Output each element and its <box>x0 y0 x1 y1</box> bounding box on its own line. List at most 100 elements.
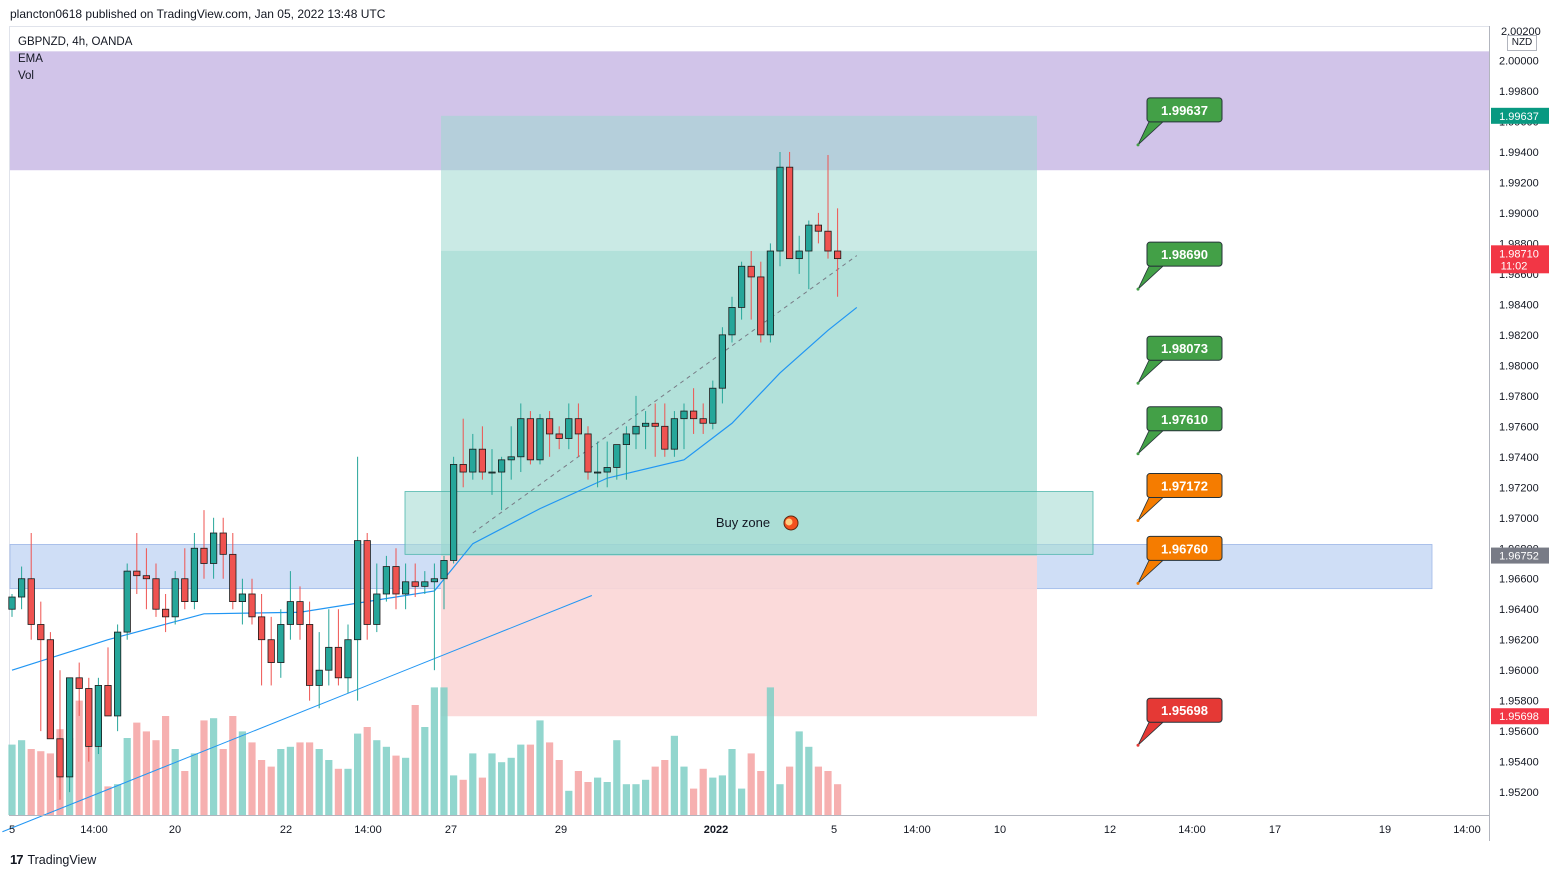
legend-vol[interactable]: Vol <box>18 70 34 82</box>
candle-body <box>8 596 16 610</box>
time-tick: 17 <box>1269 824 1281 836</box>
candle-body <box>315 669 323 686</box>
tradingview-logo-icon: 17 <box>10 852 24 867</box>
callout-box <box>1146 241 1223 267</box>
candle <box>334 609 343 686</box>
time-tick: 2022 <box>704 824 728 836</box>
callout-anchor <box>1136 743 1140 747</box>
volume-bar <box>267 766 275 815</box>
callout-text: 1.98073 <box>1161 341 1208 356</box>
price-label-text: 1.98710 <box>1499 248 1539 260</box>
volume-bar <box>190 753 198 815</box>
candle-body <box>56 738 64 778</box>
candle-body <box>334 646 343 679</box>
trendline-layer <box>2 255 858 833</box>
legend-symbol[interactable]: GBPNZD, 4h, OANDA <box>18 36 133 48</box>
candle <box>632 395 640 450</box>
sun-emoji-face <box>785 518 793 526</box>
candle-body <box>497 459 506 473</box>
candle-body <box>142 575 150 580</box>
candle-body <box>267 639 275 663</box>
candle-body <box>392 566 400 595</box>
candle <box>229 533 237 610</box>
legend-ema[interactable]: EMA <box>18 53 43 65</box>
candle <box>728 296 736 343</box>
chart-legend: GBPNZD, 4h, OANDA EMA Vol <box>18 34 132 85</box>
candle-body <box>305 624 314 686</box>
candle-body <box>670 418 679 450</box>
time-axis-divider <box>9 815 1490 816</box>
candle <box>690 388 698 434</box>
candle-body <box>632 425 640 435</box>
volume-layer <box>8 687 842 815</box>
price-callout: 1.96760 <box>1136 535 1223 585</box>
volume-bar <box>142 731 150 815</box>
candle <box>824 154 832 259</box>
volume-bar <box>258 760 266 815</box>
candle <box>142 548 150 610</box>
candle <box>718 327 727 404</box>
candle <box>574 403 583 457</box>
price-tick: 1.96400 <box>1499 604 1539 616</box>
candle-body <box>718 334 727 389</box>
volume-bar <box>574 771 582 815</box>
candle <box>411 563 419 598</box>
price-callout: 1.95698 <box>1136 697 1223 747</box>
volume-bar <box>613 740 621 815</box>
candle-body <box>469 448 477 473</box>
candle <box>133 533 141 594</box>
candle-body <box>353 540 362 641</box>
price-tick: 1.97000 <box>1499 513 1539 525</box>
volume-bar <box>75 700 83 815</box>
volume-bar <box>8 744 16 815</box>
price-label-text: 1.95698 <box>1499 711 1539 723</box>
price-label: 1.95698 <box>1491 708 1549 725</box>
candle <box>814 212 823 244</box>
candle-body <box>622 433 631 446</box>
price-callout: 1.98690 <box>1136 241 1223 291</box>
candle-body <box>594 471 602 474</box>
candle <box>699 403 707 434</box>
candle <box>594 441 602 488</box>
candle <box>622 426 631 480</box>
price-tick: 1.95800 <box>1499 696 1539 708</box>
candle <box>469 433 477 480</box>
candle-body <box>257 616 266 641</box>
volume-bar <box>315 749 323 815</box>
candle <box>786 151 794 260</box>
candle <box>238 578 246 625</box>
candle-body <box>795 250 803 260</box>
volume-bar <box>498 762 506 815</box>
candle-body <box>382 566 391 595</box>
candle <box>555 426 563 450</box>
candle-body <box>161 608 170 618</box>
candle-body <box>37 624 45 641</box>
price-tick: 1.97400 <box>1499 452 1539 464</box>
time-axis: 5 14:00 20 22 14:00 27 29 2022 5 14:00 10 12 14:00 17… <box>9 824 1481 836</box>
callout-anchor <box>1136 452 1140 456</box>
currency-label[interactable]: NZD <box>1507 35 1537 51</box>
volume-bar <box>834 784 842 815</box>
candle-body <box>94 685 102 747</box>
candle <box>66 677 74 793</box>
candle <box>805 220 813 290</box>
candle <box>747 251 755 320</box>
time-tick: 12 <box>1104 824 1116 836</box>
volume-bar <box>786 766 794 815</box>
volume-bar <box>171 749 179 815</box>
price-label-text: 1.99637 <box>1499 111 1539 123</box>
volume-bar <box>248 742 256 815</box>
candle-body <box>344 639 352 679</box>
volume-bar <box>325 760 333 815</box>
time-tick: 14:00 <box>1178 824 1206 836</box>
candle <box>344 624 352 694</box>
price-tick: 1.96200 <box>1499 635 1539 647</box>
callout-pointer <box>1137 497 1165 521</box>
volume-bar <box>517 744 525 815</box>
volume-bar <box>766 687 774 815</box>
brand-name: TradingView <box>27 852 97 867</box>
candle-body <box>699 418 707 424</box>
candle <box>219 517 227 579</box>
